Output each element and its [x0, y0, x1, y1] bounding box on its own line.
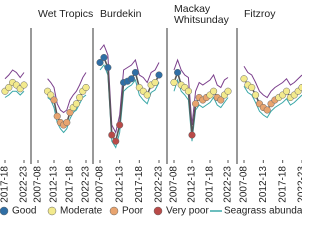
x-tick-label: 2007-08 [239, 166, 250, 203]
x-tick-label: 2022-23 [297, 166, 302, 203]
series-line [47, 72, 87, 114]
score-dot [104, 63, 112, 72]
legend-dot [153, 206, 163, 216]
score-dot [282, 87, 291, 95]
score-dot [174, 68, 182, 77]
score-dot [63, 118, 71, 127]
x-tick-label: 2022-23 [154, 166, 165, 203]
score-dot [82, 83, 90, 92]
score-dot [72, 100, 80, 108]
panel-title: Burdekin [100, 8, 142, 20]
score-dot [263, 106, 271, 114]
x-tick-label: 2022-23 [223, 166, 234, 203]
legend-label: Good [12, 206, 36, 217]
series-line [173, 58, 229, 126]
score-dot [217, 96, 225, 104]
score-dot [224, 87, 232, 95]
score-dot [96, 58, 104, 67]
score-dot [298, 83, 302, 92]
x-tick-label: 2007-08 [95, 166, 106, 203]
x-tick-label: 2017-18 [277, 166, 288, 203]
score-dot [112, 137, 120, 145]
score-dot [252, 91, 260, 99]
legend-label: Moderate [60, 206, 103, 217]
score-dot [50, 96, 58, 104]
score-dot [108, 131, 116, 139]
score-dot [53, 112, 61, 120]
x-tick-label: 2007-08 [33, 166, 44, 203]
score-dot [20, 81, 28, 89]
series-line [243, 85, 302, 119]
score-dot [47, 91, 55, 99]
x-tick-label: 2012-13 [49, 166, 60, 203]
legend-dot [109, 206, 119, 216]
x-tick-label: 2022-23 [19, 166, 30, 203]
score-dot [248, 83, 256, 92]
score-dot [76, 93, 84, 102]
score-dot [131, 68, 139, 77]
legend-dot [47, 206, 57, 216]
x-tick-label: 2012-13 [114, 166, 125, 203]
score-dot [210, 87, 218, 95]
score-dot [240, 75, 248, 83]
legend-label: Very poor [166, 206, 209, 217]
panel-title: Wet Tropics [38, 8, 93, 20]
score-dot [155, 71, 163, 79]
x-tick-label: 2022-23 [81, 166, 92, 203]
chart: 2007-08 2012-13 2017-18 2022-23 Wet Tropics 2… [0, 3, 302, 217]
score-dot [116, 121, 124, 129]
score-dot [170, 78, 178, 87]
score-dot [184, 87, 192, 95]
legend-label: Poor [122, 206, 144, 217]
panel-title: Fitzroy [244, 8, 276, 20]
series-line [4, 69, 25, 80]
x-tick-label: 2007-08 [169, 166, 180, 203]
x-tick-label: 2017-18 [205, 166, 216, 203]
x-tick-label: 2017-18 [0, 166, 11, 203]
series-line [173, 78, 229, 142]
x-tick-label: 2017-18 [134, 166, 145, 203]
score-dot [188, 131, 196, 139]
legend-label: Seagrass abundar [224, 206, 302, 217]
score-dot [127, 75, 136, 83]
panel-title: Whitsunday [174, 14, 230, 26]
score-dot [66, 108, 74, 117]
score-dot [151, 78, 159, 87]
score-dot [100, 53, 108, 62]
panel-title: Mackay [174, 3, 211, 15]
score-dot [192, 100, 200, 108]
x-tick-label: 2012-13 [258, 166, 269, 203]
score-dot [143, 91, 151, 99]
x-tick-label: 2012-13 [187, 166, 198, 203]
series-line [243, 65, 302, 99]
legend-dot [0, 206, 9, 216]
series-line [4, 90, 25, 98]
score-dot [5, 83, 13, 92]
x-tick-label: 2017-18 [65, 166, 76, 203]
